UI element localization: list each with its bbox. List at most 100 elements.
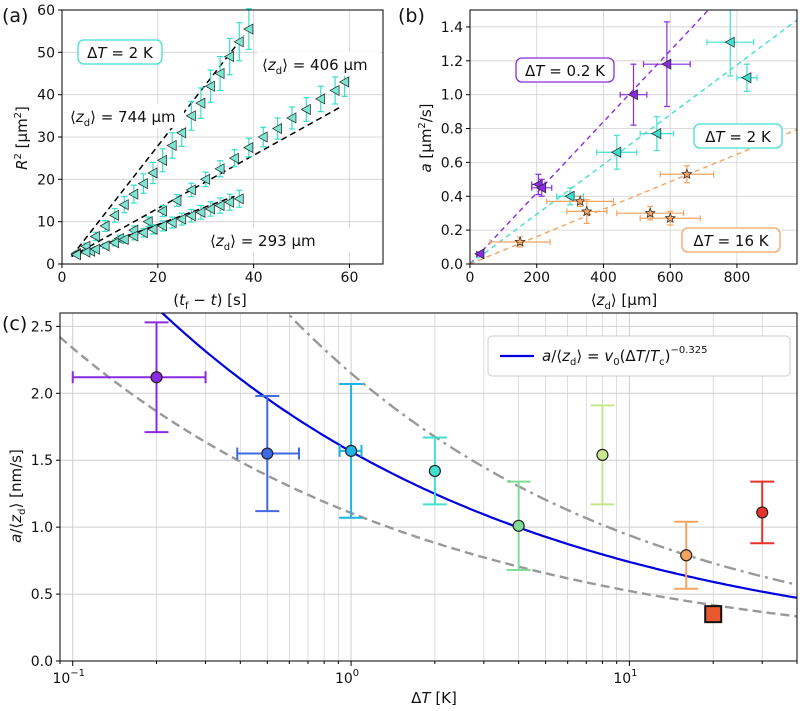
- panel-b-ylabel: a [μm2/s]: [417, 103, 435, 172]
- data-point: [176, 213, 187, 225]
- panel-c-label: (c): [2, 313, 27, 335]
- data-point: [233, 36, 244, 48]
- y-tick-label: 0: [46, 257, 55, 273]
- data-point: [741, 72, 752, 84]
- x-tick-label: 60: [341, 270, 359, 286]
- svg-text:⟨zd⟩ = 293 μm: ⟨zd⟩ = 293 μm: [210, 232, 316, 253]
- panel-b-label: (b): [398, 5, 425, 27]
- data-point: [108, 209, 120, 221]
- data-point: [99, 220, 110, 232]
- fit-line: [70, 34, 245, 257]
- data-point: [171, 194, 182, 207]
- svg-text:(tf − t) [s]: (tf − t) [s]: [173, 291, 246, 312]
- x-tick-label: 20: [149, 270, 167, 286]
- panel-a-label: (a): [2, 5, 28, 27]
- y-tick-label: 0.6: [441, 155, 463, 171]
- data-point: [214, 67, 225, 80]
- model-curve-solid: [160, 313, 797, 599]
- y-tick-label: 1.0: [31, 520, 53, 536]
- y-tick-label: 0.0: [441, 257, 463, 273]
- data-point: [644, 207, 656, 218]
- x-tick-label: 0: [466, 270, 475, 286]
- data-point: [128, 230, 139, 242]
- fit-line: [470, 19, 797, 264]
- data-point: [70, 249, 81, 261]
- data-point: [512, 519, 525, 532]
- data-point: [428, 464, 441, 478]
- x-tick-exponent: 1: [631, 668, 637, 679]
- y-tick-label: 2.5: [31, 319, 53, 335]
- data-point: [243, 141, 254, 154]
- data-point: [137, 227, 148, 239]
- y-tick-label: 0.0: [31, 654, 53, 670]
- data-point: [150, 371, 163, 384]
- x-tick-label: 100: [335, 668, 359, 687]
- y-tick-label: 10: [37, 215, 55, 231]
- data-point: [596, 448, 609, 461]
- panel-c-ylabel: a/⟨zd⟩ [nm/s]: [7, 449, 28, 543]
- data-point: [142, 216, 153, 228]
- data-point: [214, 163, 225, 175]
- svg-text:a/⟨zd⟩ [nm/s]: a/⟨zd⟩ [nm/s]: [7, 449, 28, 543]
- svg-text:⟨zd⟩ = 406 μm: ⟨zd⟩ = 406 μm: [262, 56, 368, 77]
- data-point: [166, 139, 177, 152]
- data-point: [574, 195, 586, 207]
- data-point: [137, 177, 148, 190]
- y-tick-label: 50: [37, 45, 55, 61]
- svg-text:ΔT = 0.2 K: ΔT = 0.2 K: [525, 62, 606, 80]
- data-point: [344, 444, 358, 457]
- panel-c-xlabel: ΔT [K]: [411, 689, 457, 707]
- data-point: [564, 190, 575, 202]
- annotation-dT-2K-a: ΔT = 2 K: [77, 39, 163, 65]
- x-tick-label: 10−1: [52, 668, 85, 687]
- data-point: [681, 168, 693, 180]
- data-point: [261, 447, 274, 460]
- annotation-zd-744: ⟨zd⟩ = 744 μm: [66, 104, 184, 129]
- svg-text:⟨zd⟩ = 744 μm: ⟨zd⟩ = 744 μm: [70, 108, 176, 129]
- data-point: [128, 188, 139, 200]
- y-tick-label: 1.2: [441, 54, 463, 70]
- data-point: [661, 58, 672, 70]
- x-tick-label: 600: [657, 270, 684, 286]
- data-point: [156, 154, 167, 166]
- data-point: [611, 146, 622, 158]
- data-point: [243, 23, 254, 35]
- data-point: [195, 206, 206, 218]
- annotation-dT-16K: ΔT = 16 K: [681, 227, 781, 253]
- svg-text:ΔT = 2 K: ΔT = 2 K: [705, 128, 772, 146]
- x-tick-exponent: 0: [353, 668, 359, 679]
- y-tick-label: 20: [37, 172, 55, 188]
- y-tick-label: 0.5: [31, 587, 53, 603]
- data-point: [257, 131, 268, 143]
- data-point: [185, 210, 196, 222]
- panel-b-xlabel: ⟨zd⟩ [μm]: [591, 291, 658, 312]
- data-point: [627, 89, 638, 101]
- y-tick-label: 1.5: [31, 453, 53, 469]
- svg-text:a/⟨zd⟩ = v0(ΔT/Tc)−0.325: a/⟨zd⟩ = v0(ΔT/Tc)−0.325: [542, 345, 707, 368]
- svg-text:⟨zd⟩ [μm]: ⟨zd⟩ [μm]: [591, 291, 658, 312]
- annotation-dT-0.2K: ΔT = 0.2 K: [515, 57, 615, 83]
- x-tick-label: 40: [245, 270, 263, 286]
- data-point: [223, 196, 235, 208]
- model-curve-dashed: [60, 336, 797, 618]
- y-tick-label: 1.0: [441, 88, 463, 104]
- x-tick-label: 101: [613, 668, 637, 687]
- data-point: [200, 173, 211, 185]
- x-tick-label: 0: [58, 270, 67, 286]
- data-point: [176, 127, 187, 139]
- y-tick-label: 0.8: [441, 122, 463, 138]
- data-point: [156, 220, 167, 232]
- svg-text:ΔT = 16 K: ΔT = 16 K: [693, 232, 769, 250]
- data-point: [223, 50, 235, 63]
- data-point: [536, 182, 547, 194]
- data-point: [156, 205, 167, 217]
- svg-text:a [μm2/s]: a [μm2/s]: [417, 103, 435, 172]
- panel-a-ylabel: R2 [μm2]: [13, 106, 31, 170]
- panel-b-frame: [469, 9, 798, 265]
- data-point: [214, 199, 225, 212]
- data-point: [756, 506, 769, 519]
- data-point: [204, 203, 215, 215]
- y-tick-label: 30: [37, 130, 55, 146]
- data-point: [651, 128, 662, 140]
